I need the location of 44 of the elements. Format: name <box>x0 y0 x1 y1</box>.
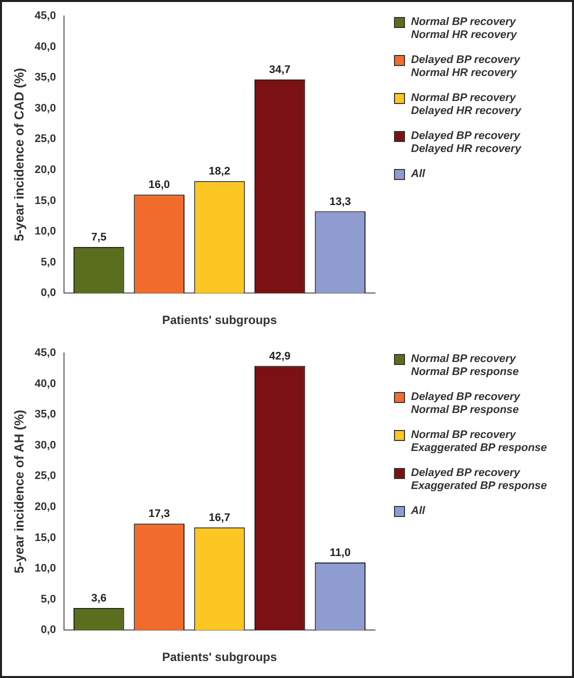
x-axis-title: Patients' subgroups <box>162 650 278 664</box>
y-axis-title: 5-year incidence of AH (%) <box>11 410 26 574</box>
data-label: 18,2 <box>208 166 230 178</box>
y-tick-label: 40,0 <box>34 40 56 53</box>
legend-label: Normal BP recovery Normal HR recovery <box>411 16 517 42</box>
legend-label: Normal BP recovery Delayed HR recovery <box>411 92 522 118</box>
legend-label: Delayed BP recovery Normal HR recovery <box>411 54 520 80</box>
y-tick-label: 40,0 <box>34 378 56 390</box>
data-label: 3,6 <box>91 592 106 605</box>
y-tick-label: 0,0 <box>40 624 56 636</box>
data-label: 13,3 <box>329 196 351 208</box>
data-label: 11,0 <box>330 546 351 559</box>
y-tick-label: 0,0 <box>40 287 56 300</box>
legend-label: Delayed BP recovery Normal BP response <box>411 391 520 417</box>
legend-label: Delayed BP recovery Delayed HR recovery <box>411 130 522 156</box>
y-tick-label: 10,0 <box>34 226 56 238</box>
legend-label: Normal BP recovery Exaggerated BP response <box>411 429 547 455</box>
y-tick-label: 20,0 <box>34 501 56 514</box>
y-tick-label: 35,0 <box>34 72 56 84</box>
data-label: 16,7 <box>208 512 230 524</box>
x-axis-title: Patients' subgroups <box>162 313 278 328</box>
y-tick-label: 20,0 <box>34 164 56 176</box>
y-tick-label: 15,0 <box>34 194 56 207</box>
y-tick-label: 5,0 <box>40 256 56 268</box>
data-label: 16,0 <box>148 179 170 192</box>
data-label: 7,5 <box>91 232 106 244</box>
data-label: 17,3 <box>148 508 170 520</box>
y-tick-label: 45,0 <box>34 347 56 360</box>
y-tick-label: 15,0 <box>34 532 56 544</box>
data-label: 42,9 <box>269 350 291 362</box>
legend-label: All <box>411 168 426 181</box>
y-tick-label: 45,0 <box>34 10 56 22</box>
y-tick-label: 25,0 <box>34 133 56 146</box>
y-tick-label: 30,0 <box>34 439 56 452</box>
y-tick-label: 5,0 <box>40 593 56 606</box>
y-tick-label: 30,0 <box>34 102 56 114</box>
y-axis-title: 5-year incidence of CAD (%) <box>11 68 26 242</box>
data-label: 34,7 <box>269 64 291 76</box>
legend-label: Normal BP recovery Normal BP response <box>411 353 519 379</box>
legend-label: Delayed BP recovery Exaggerated BP response <box>411 467 547 493</box>
y-tick-label: 35,0 <box>34 408 56 421</box>
y-tick-label: 25,0 <box>34 470 56 482</box>
y-tick-label: 10,0 <box>34 562 56 575</box>
legend-label: All <box>411 505 426 518</box>
